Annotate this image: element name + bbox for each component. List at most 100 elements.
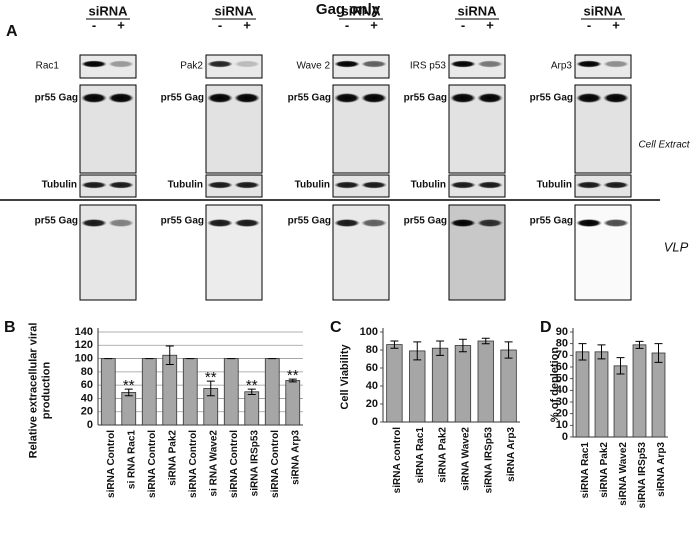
y-tick-label: 100 [360, 326, 378, 338]
bar [651, 352, 666, 438]
blot-label: Rac1 [36, 61, 60, 72]
band [207, 60, 233, 68]
y-tick-label: 60 [556, 361, 568, 373]
x-tick-label: siRNA Pak2 [167, 430, 178, 486]
blot-panel [332, 174, 390, 198]
x-tick-label: siRNA Control [188, 430, 199, 498]
y-tick-label: 40 [366, 380, 378, 392]
blot-label: pr55 Gag [35, 93, 78, 104]
error-bar [206, 380, 215, 397]
blot-label: Tubulin [411, 180, 446, 191]
band [450, 93, 476, 103]
y-tick-label: 80 [366, 344, 378, 356]
x-tick-label: siRNA Arp3 [656, 442, 667, 497]
blot-label: pr55 Gag [288, 93, 331, 104]
blot-label: pr55 Gag [530, 93, 573, 104]
y-tick-label: 20 [366, 398, 378, 410]
x-tick-label: siRNA Control [229, 430, 240, 498]
y-axis-label: Cell Viability [339, 344, 351, 410]
x-tick-label: si RNA Rac1 [126, 430, 137, 490]
blot-label: Pak2 [180, 61, 203, 72]
chart: 0 20 40 60 80 100 Cell Viability siRNA control s… [339, 326, 520, 493]
error-bar [124, 388, 133, 397]
x-tick-label: siRNA IRSp53 [637, 442, 648, 509]
band [361, 219, 387, 227]
x-tick-label: siRNA Arp3 [290, 430, 301, 485]
band [81, 93, 107, 103]
bar [141, 358, 157, 426]
y-tick-label: 20 [81, 406, 93, 418]
bar [477, 340, 494, 423]
blot-label: pr55 Gag [404, 216, 447, 227]
x-tick-label: siRNA IRSp53 [483, 427, 494, 494]
x-tick-label: siRNA Pak2 [438, 427, 449, 483]
lane-label: + [612, 17, 620, 32]
x-tick-label: siRNA Control [270, 430, 281, 498]
x-tick-label: siRNA control [392, 427, 403, 494]
error-bar [481, 337, 490, 345]
blot-panel [448, 174, 506, 198]
lane-label: - [92, 17, 96, 32]
blot-header: siRNA [88, 3, 128, 18]
bar [121, 392, 137, 426]
blot-panel [332, 204, 390, 301]
band [576, 93, 602, 103]
blot-label: Tubulin [168, 180, 203, 191]
band [576, 219, 602, 227]
y-tick-label: 40 [556, 384, 568, 396]
band [603, 93, 629, 103]
error-bar [288, 378, 297, 383]
bar [594, 351, 609, 438]
bar [182, 358, 198, 426]
side-label: VLP [664, 239, 689, 254]
blot-panel [574, 204, 632, 301]
lane-label: + [486, 17, 494, 32]
error-bar [247, 388, 256, 395]
blot-header: siRNA [214, 3, 254, 18]
error-bar [504, 341, 513, 359]
band [477, 93, 503, 103]
band [81, 219, 107, 227]
blot-panel [205, 174, 263, 198]
lane-label: + [243, 17, 251, 32]
blot-label: IRS p53 [410, 61, 447, 72]
y-tick-label: 0 [87, 419, 93, 431]
blot-label: Tubulin [42, 180, 77, 191]
x-tick-label: siRNA Arp3 [506, 427, 517, 482]
band [234, 219, 260, 227]
band [234, 181, 260, 189]
bar [223, 358, 239, 426]
error-bar [458, 338, 467, 353]
band [334, 219, 360, 227]
blot-panel [205, 204, 263, 301]
band [108, 60, 134, 68]
band [207, 219, 233, 227]
band [81, 60, 107, 68]
error-bar [436, 340, 445, 356]
significance: ** [246, 377, 258, 394]
y-tick-label: 40 [81, 392, 93, 404]
bar [409, 350, 426, 423]
error-bar [597, 344, 606, 360]
bar [100, 358, 116, 426]
y-tick-label: 60 [81, 379, 93, 391]
band [603, 181, 629, 189]
lane-label: - [218, 17, 222, 32]
blot-header: siRNA [583, 3, 623, 18]
blot-label: pr55 Gag [35, 216, 78, 227]
lane-label: - [461, 17, 465, 32]
x-tick-label: siRNA Control [147, 430, 158, 498]
band [234, 93, 260, 103]
blot-panel [574, 174, 632, 198]
blot-label: Arp3 [551, 61, 573, 72]
y-axis-label: production [40, 362, 52, 420]
band [207, 181, 233, 189]
panel-label: B [4, 319, 16, 336]
y-axis-label: % of depletion [549, 347, 561, 422]
blot-header: siRNA [341, 3, 381, 18]
error-bar [390, 340, 399, 349]
y-tick-label: 50 [556, 373, 568, 385]
panel-label: A [6, 23, 18, 40]
lane-label: - [345, 17, 349, 32]
